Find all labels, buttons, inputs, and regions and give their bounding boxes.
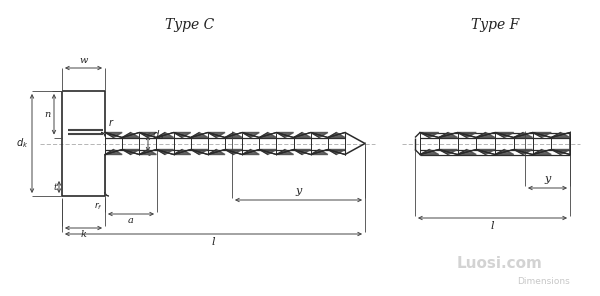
Polygon shape	[122, 133, 139, 138]
Polygon shape	[514, 149, 533, 155]
Polygon shape	[439, 133, 458, 138]
Polygon shape	[259, 133, 277, 138]
Polygon shape	[191, 149, 208, 155]
Polygon shape	[122, 149, 139, 155]
Text: y: y	[295, 186, 302, 196]
Text: n: n	[45, 110, 51, 119]
Text: $d_a$: $d_a$	[152, 128, 164, 142]
Polygon shape	[495, 149, 514, 155]
Text: y: y	[544, 174, 551, 184]
Polygon shape	[328, 149, 345, 155]
Polygon shape	[420, 133, 439, 138]
Text: t: t	[53, 183, 57, 192]
Text: Dimensions: Dimensions	[517, 277, 570, 286]
Polygon shape	[242, 133, 259, 138]
Text: $r$: $r$	[108, 117, 115, 128]
Polygon shape	[157, 133, 173, 138]
Polygon shape	[225, 149, 242, 155]
Polygon shape	[514, 133, 533, 138]
Text: k: k	[80, 230, 86, 239]
Polygon shape	[458, 149, 476, 155]
Polygon shape	[277, 149, 293, 155]
Polygon shape	[439, 149, 458, 155]
Polygon shape	[551, 149, 570, 155]
Polygon shape	[139, 149, 157, 155]
Polygon shape	[311, 149, 328, 155]
Text: $d_k$: $d_k$	[16, 136, 28, 150]
Polygon shape	[420, 149, 439, 155]
Text: $r_f$: $r_f$	[94, 200, 103, 212]
Polygon shape	[476, 149, 495, 155]
Polygon shape	[293, 149, 311, 155]
Text: Type F: Type F	[471, 18, 519, 32]
Text: a: a	[128, 216, 134, 225]
Polygon shape	[208, 133, 225, 138]
Polygon shape	[293, 133, 311, 138]
Text: l: l	[491, 221, 494, 231]
Polygon shape	[551, 133, 570, 138]
Polygon shape	[495, 133, 514, 138]
Polygon shape	[105, 149, 122, 155]
Polygon shape	[157, 149, 173, 155]
Polygon shape	[259, 149, 277, 155]
Polygon shape	[208, 149, 225, 155]
Polygon shape	[173, 149, 191, 155]
Polygon shape	[173, 133, 191, 138]
Polygon shape	[277, 133, 293, 138]
Polygon shape	[533, 149, 551, 155]
Text: l: l	[212, 237, 215, 247]
Text: Type C: Type C	[166, 18, 215, 32]
Polygon shape	[311, 133, 328, 138]
Polygon shape	[225, 133, 242, 138]
Polygon shape	[476, 133, 495, 138]
Polygon shape	[242, 149, 259, 155]
Text: w: w	[79, 56, 88, 65]
Polygon shape	[139, 133, 157, 138]
Text: Luosi.com: Luosi.com	[457, 257, 543, 271]
Polygon shape	[533, 133, 551, 138]
Polygon shape	[191, 133, 208, 138]
Polygon shape	[458, 133, 476, 138]
Polygon shape	[328, 133, 345, 138]
Polygon shape	[105, 133, 122, 138]
